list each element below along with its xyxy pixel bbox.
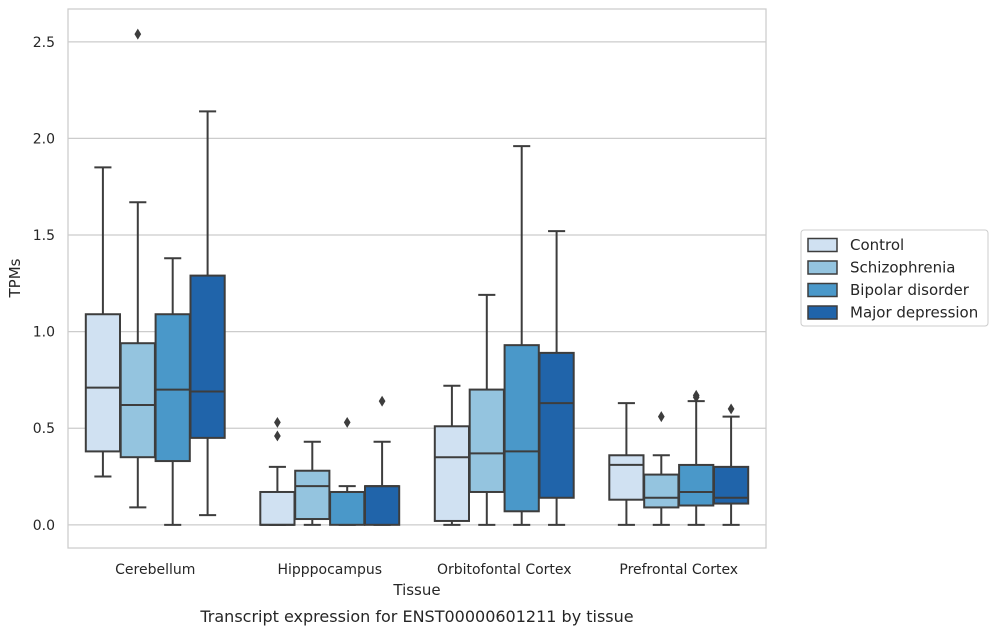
legend-swatch [807,305,838,320]
y-axis-title: TPMs [6,258,24,298]
y-tick-label: 0.0 [33,518,55,534]
chart-caption: Transcript expression for ENST0000060121… [199,607,633,626]
box-body [189,274,226,439]
box [712,403,750,526]
series-schizophrenia [119,28,680,526]
outlier-point [692,389,700,401]
y-tick-labels: 0.0 0.5 1.0 1.5 2.0 2.5 [33,35,55,534]
series-major-depression [189,110,750,526]
outlier-point [657,411,665,423]
y-tick-label: 2.5 [33,35,55,51]
legend-label: Major depression [850,304,978,322]
box [189,110,226,517]
box [363,395,401,526]
box [643,411,680,526]
box-body [154,313,191,463]
y-tick-label: 1.0 [33,325,55,341]
box-body [433,425,471,522]
legend: Control Schizophrenia Bipolar disorder Majo… [800,229,989,327]
y-tick-label: 0.5 [33,421,55,437]
outlier-point [343,416,351,428]
legend-swatch [807,260,838,275]
box-body [329,490,366,526]
box-body [259,490,296,526]
x-axis-title: Tissue [392,581,440,599]
box [468,293,505,526]
series-control [84,166,645,526]
box [84,166,122,478]
box [433,384,471,526]
y-tick-label: 1.5 [33,228,55,244]
box [538,230,575,526]
outlier-point [134,28,142,40]
box [154,257,191,526]
x-tick-label: Cerebellum [115,562,195,578]
outlier-point [274,416,281,428]
box-body [468,388,505,493]
legend-label: Control [850,236,904,254]
legend-swatch [807,237,838,253]
x-tick-label: Orbitofontal Cortex [437,562,572,578]
outlier-point [727,403,735,415]
box-body [294,469,331,521]
legend-label: Bipolar disorder [850,281,970,299]
series-bipolar-disorder [154,145,715,526]
x-tick-label: Hipppocampus [277,562,382,578]
box [329,416,366,526]
x-tick-labels: Cerebellum Hipppocampus Orbitofontal Corte… [115,562,738,578]
legend-label: Schizophrenia [850,259,955,277]
box-body [503,344,540,513]
legend-swatch [807,282,838,298]
box [294,440,331,526]
x-tick-label: Prefrontal Cortex [619,562,738,578]
box-body [643,473,680,509]
box-body [363,485,401,526]
legend-frame [800,229,989,327]
box-series [84,28,750,526]
box-body [608,454,645,501]
outlier-point [274,430,281,442]
box-body [678,463,715,507]
outlier-point [378,395,386,407]
box-body [84,313,122,453]
y-tick-label: 2.0 [33,131,55,147]
box [678,389,715,526]
box [503,145,540,526]
box-body [119,342,156,459]
box-body [538,351,575,499]
